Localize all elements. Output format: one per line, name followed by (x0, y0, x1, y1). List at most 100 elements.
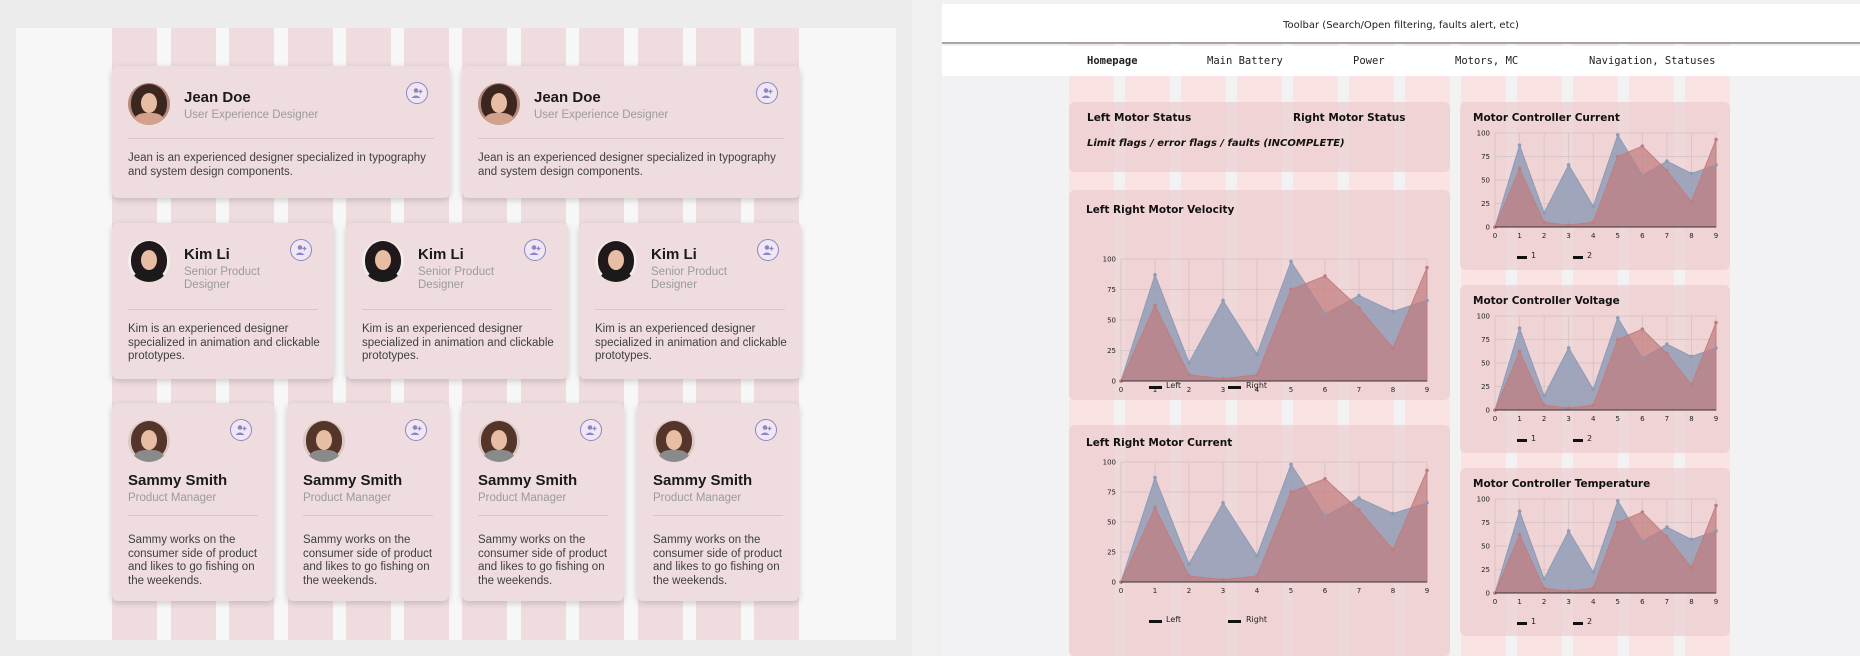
chart-title: Motor Controller Voltage (1473, 295, 1620, 307)
data-point (1591, 586, 1596, 591)
y-tick-label: 25 (1107, 347, 1116, 355)
add-person-icon[interactable] (290, 239, 312, 261)
left-mockup-panel: Jean Doe User Experience Designer Jean i… (0, 0, 912, 656)
data-point (1187, 360, 1191, 365)
data-point (1517, 349, 1522, 354)
x-tick-label: 3 (1566, 415, 1570, 423)
data-point (1153, 303, 1157, 308)
y-tick-label: 50 (1481, 360, 1490, 368)
x-tick-label: 4 (1591, 232, 1596, 240)
data-point (1542, 577, 1546, 581)
card-name: Sammy Smith (128, 472, 228, 489)
toolbar[interactable]: Toolbar (Search/Open filtering, faults a… (942, 4, 1860, 44)
divider (303, 515, 433, 516)
data-point (1289, 462, 1293, 467)
data-point (1714, 529, 1718, 533)
data-point (1640, 510, 1645, 514)
x-tick-label: 8 (1391, 587, 1395, 595)
data-point (1591, 570, 1596, 575)
data-point (1665, 534, 1669, 539)
y-tick-label: 50 (1481, 543, 1490, 551)
x-tick-label: 7 (1357, 386, 1361, 394)
mc-voltage-chart: 0 1 2 3 4 5 6 7 8 9 0 25 50 75 100 (1477, 313, 1719, 424)
data-point (1542, 211, 1546, 215)
data-point (1689, 537, 1694, 542)
data-point (1187, 562, 1191, 566)
tab-navigation-statuses[interactable]: Navigation, Statuses (1589, 55, 1716, 67)
data-point (1714, 137, 1718, 142)
legend-label: 1 (1531, 434, 1537, 443)
y-tick-label: 100 (1103, 459, 1116, 467)
divider (478, 515, 608, 516)
card-role: Senior Product Designer (418, 266, 495, 291)
add-person-icon[interactable] (230, 419, 252, 441)
profile-card: Jean Doe User Experience Designer Jean i… (462, 66, 800, 198)
y-tick-label: 75 (1481, 519, 1490, 527)
profile-card: Jean Doe User Experience Designer Jean i… (112, 66, 450, 198)
data-point (1615, 133, 1620, 137)
add-person-icon[interactable] (406, 82, 428, 104)
tab-power[interactable]: Power (1353, 55, 1385, 67)
data-point (1255, 352, 1259, 356)
legend-swatch (1228, 386, 1241, 389)
data-point (1640, 144, 1645, 148)
add-person-icon[interactable] (755, 419, 777, 441)
profile-card: Sammy Smith Product Manager Sammy works … (112, 403, 274, 601)
x-tick-label: 1 (1517, 232, 1521, 240)
divider (653, 515, 783, 516)
series-area (1120, 267, 1428, 382)
legend-swatch (1517, 622, 1527, 625)
x-tick-label: 2 (1542, 232, 1546, 240)
chart-card: Left Right Motor Velocity 0 1 2 3 4 5 6 7 8 9 0 25 5… (1069, 190, 1450, 400)
data-point (1615, 499, 1620, 503)
legend-label: Left (1166, 615, 1182, 624)
tab-motors-mc[interactable]: Motors, MC (1455, 55, 1519, 67)
card-name: Jean Doe (534, 89, 601, 106)
card-description: Sammy works on the consumer side of prod… (653, 534, 783, 587)
data-point (1566, 223, 1571, 227)
chart-title: Left Right Motor Current (1086, 437, 1233, 449)
profile-card: Kim Li Senior Product Designer Kim is an… (346, 223, 568, 379)
x-tick-label: 7 (1665, 232, 1669, 240)
tab-homepage[interactable]: Homepage (1087, 55, 1138, 67)
y-tick-label: 100 (1477, 313, 1490, 321)
x-tick-label: 7 (1665, 415, 1669, 423)
y-tick-label: 0 (1486, 224, 1490, 232)
legend-label: 2 (1587, 617, 1593, 626)
y-tick-label: 100 (1477, 130, 1490, 138)
data-point (1665, 342, 1669, 346)
add-person-icon[interactable] (405, 419, 427, 441)
add-person-icon[interactable] (756, 82, 778, 104)
add-person-icon[interactable] (524, 239, 546, 261)
data-point (1689, 382, 1694, 387)
data-point (1187, 373, 1191, 377)
x-tick-label: 4 (1255, 587, 1260, 595)
add-person-icon[interactable] (757, 239, 779, 261)
data-point (1425, 501, 1429, 505)
tab-main-battery[interactable]: Main Battery (1207, 55, 1283, 67)
legend-swatch (1573, 439, 1583, 442)
data-point (1323, 274, 1327, 278)
x-tick-label: 2 (1187, 587, 1191, 595)
avatar (128, 240, 170, 282)
profile-card: Kim Li Senior Product Designer Kim is an… (112, 223, 334, 379)
profile-card: Sammy Smith Product Manager Sammy works … (462, 403, 624, 601)
avatar (478, 83, 520, 125)
data-point (1255, 574, 1259, 578)
data-point (1221, 298, 1225, 303)
avatar (128, 83, 170, 125)
x-tick-label: 1 (1517, 598, 1521, 606)
x-tick-label: 9 (1425, 386, 1429, 394)
current-chart: 0 1 2 3 4 5 6 7 8 9 0 25 50 75 100 (1103, 459, 1430, 596)
chart-card: Left Right Motor Current 0 1 2 3 4 5 6 7 8 9 0 25 50… (1069, 425, 1450, 656)
add-person-icon[interactable] (580, 419, 602, 441)
data-point (1289, 490, 1293, 494)
data-point (1187, 574, 1191, 578)
x-tick-label: 4 (1591, 598, 1596, 606)
left-motor-status-title: Left Motor Status (1087, 112, 1192, 124)
data-point (1323, 477, 1327, 481)
profile-card: Sammy Smith Product Manager Sammy works … (287, 403, 449, 601)
data-point (1542, 220, 1546, 225)
card-description: Jean is an experienced designer speciali… (128, 152, 426, 178)
